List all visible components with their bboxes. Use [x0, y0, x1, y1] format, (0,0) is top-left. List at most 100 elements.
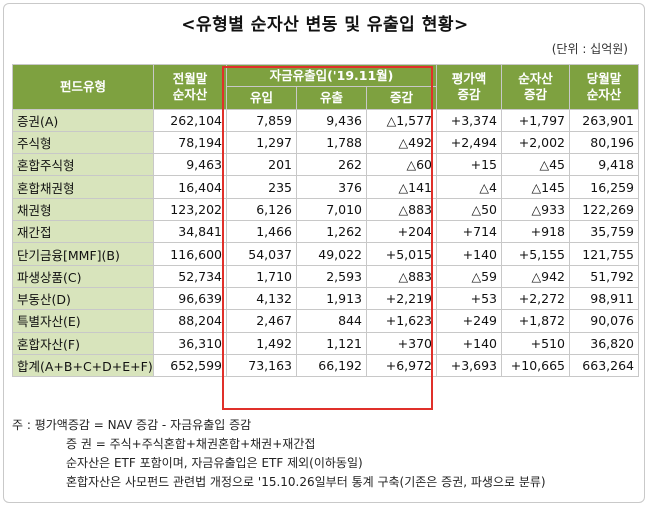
cell-inflow: 2,467 — [226, 309, 297, 333]
row-label: 특별자산(E) — [12, 309, 154, 333]
cell-current: 80,196 — [569, 130, 639, 155]
cell-valuation: +249 — [436, 309, 502, 333]
cell-valuation: △59 — [436, 264, 502, 288]
header-prev-month-l2: 순자산 — [172, 86, 208, 102]
footnotes: 주 : 평가액증감 = NAV 증감 - 자금유출입 증감 증 권 = 주식+주… — [12, 416, 546, 492]
cell-valuation: +3,693 — [436, 353, 502, 378]
cell-change: △45 — [501, 153, 570, 177]
table-row: 부동산(D) 96,639 4,132 1,913 +2,219 +53 +2,… — [12, 286, 639, 311]
cell-net: +204 — [366, 220, 437, 244]
cell-prev: 9,463 — [153, 153, 227, 177]
fund-table: 펀드유형 전월말 순자산 자금유출입('19.11월) 평가액 증감 순자산 증감 당… — [12, 63, 639, 378]
cell-valuation: △4 — [436, 175, 502, 199]
cell-net: +2,219 — [366, 286, 437, 311]
cell-current: 98,911 — [569, 286, 639, 311]
cell-inflow: 73,163 — [226, 353, 297, 378]
cell-inflow: 4,132 — [226, 286, 297, 311]
footnote-4: 혼합자산은 사모펀드 관련법 개정으로 '15.10.26일부터 통계 구축(기… — [66, 475, 546, 489]
header-prev-month-l1: 전월말 — [172, 70, 208, 86]
cell-valuation: +15 — [436, 153, 502, 177]
cell-outflow: 1,262 — [296, 220, 367, 244]
cell-current: 121,755 — [569, 242, 639, 266]
cell-change: +1,872 — [501, 309, 570, 333]
cell-outflow: 66,192 — [296, 353, 367, 378]
header-row-2: 유입 유출 증감 — [13, 86, 639, 110]
table-row: 혼합주식형 9,463 201 262 △60 +15 △45 9,418 — [12, 153, 639, 177]
cell-change: +2,002 — [501, 130, 570, 155]
row-label: 부동산(D) — [12, 286, 154, 311]
cell-current: 122,269 — [569, 197, 639, 222]
cell-current: 663,264 — [569, 353, 639, 378]
cell-inflow: 235 — [226, 175, 297, 199]
cell-valuation: +140 — [436, 331, 502, 355]
header-current: 당월말 순자산 — [569, 64, 639, 110]
footnote-3: 순자산은 ETF 포함이며, 자금유출입은 ETF 제외(이하동일) — [66, 456, 363, 470]
cell-prev: 36,310 — [153, 331, 227, 355]
header-flow-group: 자금유출입('19.11월) — [226, 63, 437, 88]
row-label: 파생상품(C) — [12, 264, 154, 288]
cell-prev: 652,599 — [153, 353, 227, 378]
cell-net: △883 — [366, 264, 437, 288]
table-row: 혼합채권형 16,404 235 376 △141 △4 △145 16,259 — [12, 175, 639, 199]
header-inflow: 유입 — [226, 86, 297, 110]
table-row: 혼합자산(F) 36,310 1,492 1,121 +370 +140 +51… — [12, 331, 639, 355]
cell-outflow: 1,913 — [296, 286, 367, 311]
cell-valuation: +140 — [436, 242, 502, 266]
row-label: 증권(A) — [12, 108, 154, 132]
cell-inflow: 7,859 — [226, 108, 297, 132]
cell-outflow: 262 — [296, 153, 367, 177]
cell-current: 90,076 — [569, 309, 639, 333]
footnote-2: 증 권 = 주식+주식혼합+채권혼합+채권+재간접 — [66, 437, 316, 451]
header-prev-month: 전월말 순자산 — [153, 64, 227, 110]
cell-net: △141 — [366, 175, 437, 199]
cell-change: △942 — [501, 264, 570, 288]
cell-prev: 34,841 — [153, 220, 227, 244]
header-netasset-change-l2: 증감 — [523, 86, 547, 102]
cell-prev: 96,639 — [153, 286, 227, 311]
cell-current: 36,820 — [569, 331, 639, 355]
cell-net: +1,623 — [366, 309, 437, 333]
cell-outflow: 2,593 — [296, 264, 367, 288]
cell-change: +2,272 — [501, 286, 570, 311]
cell-prev: 262,104 — [153, 108, 227, 132]
cell-inflow: 201 — [226, 153, 297, 177]
table-row-total: 합계(A+B+C+D+E+F) 652,599 73,163 66,192 +6… — [12, 353, 639, 378]
row-label: 단기금융[MMF](B) — [12, 242, 154, 266]
table-row: 주식형 78,194 1,297 1,788 △492 +2,494 +2,00… — [12, 130, 639, 155]
cell-change: +510 — [501, 331, 570, 355]
cell-prev: 116,600 — [153, 242, 227, 266]
cell-net: +370 — [366, 331, 437, 355]
cell-valuation: △50 — [436, 197, 502, 222]
cell-current: 16,259 — [569, 175, 639, 199]
header-row-1: 펀드유형 전월말 순자산 자금유출입('19.11월) 평가액 증감 순자산 증감 당… — [12, 63, 639, 110]
cell-outflow: 1,121 — [296, 331, 367, 355]
cell-prev: 123,202 — [153, 197, 227, 222]
cell-current: 35,759 — [569, 220, 639, 244]
cell-outflow: 844 — [296, 309, 367, 333]
table-row: 단기금융[MMF](B) 116,600 54,037 49,022 +5,01… — [12, 242, 639, 266]
cell-outflow: 1,788 — [296, 130, 367, 155]
cell-prev: 78,194 — [153, 130, 227, 155]
cell-outflow: 9,436 — [296, 108, 367, 132]
cell-outflow: 49,022 — [296, 242, 367, 266]
table-row: 채권형 123,202 6,126 7,010 △883 △50 △933 12… — [12, 197, 639, 222]
cell-outflow: 7,010 — [296, 197, 367, 222]
header-valuation-l1: 평가액 — [451, 70, 487, 86]
cell-change: +918 — [501, 220, 570, 244]
table-row: 파생상품(C) 52,734 1,710 2,593 △883 △59 △942… — [12, 264, 639, 288]
row-label: 합계(A+B+C+D+E+F) — [12, 353, 154, 378]
cell-valuation: +3,374 — [436, 108, 502, 132]
cell-net: +5,015 — [366, 242, 437, 266]
row-label: 주식형 — [12, 130, 154, 155]
header-fund-type: 펀드유형 — [12, 64, 154, 110]
cell-net: △60 — [366, 153, 437, 177]
cell-change: +1,797 — [501, 108, 570, 132]
cell-inflow: 1,466 — [226, 220, 297, 244]
cell-net: △1,577 — [366, 108, 437, 132]
row-label: 재간접 — [12, 220, 154, 244]
cell-change: +10,665 — [501, 353, 570, 378]
figure-frame — [3, 3, 645, 503]
cell-current: 263,901 — [569, 108, 639, 132]
cell-inflow: 1,710 — [226, 264, 297, 288]
table-row: 특별자산(E) 88,204 2,467 844 +1,623 +249 +1,… — [12, 309, 639, 333]
